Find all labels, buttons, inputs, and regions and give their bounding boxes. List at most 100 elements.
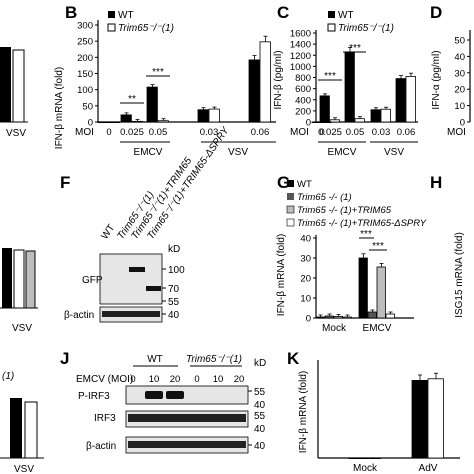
panel-label-h: H (430, 173, 442, 192)
g-tick-label-0: 0 (306, 314, 311, 325)
c-legend-trim-swatch (327, 23, 336, 32)
h-ylabel: ISG15 mRNA (fold) (454, 232, 465, 318)
b-tick-label-0: 0 (88, 118, 93, 129)
j-irf3-label: IRF3 (94, 413, 116, 424)
b-moi: MOI (75, 127, 94, 138)
b-bar-0-2 (146, 86, 158, 123)
g-bar-0-1 (358, 257, 368, 319)
left-i-bar-wt (10, 398, 22, 458)
j-pirf3-band-10 (145, 391, 163, 399)
f-kd-55: 55 (168, 297, 180, 308)
c-vsv-label: VSV (384, 147, 404, 158)
left-a-bar-wt (0, 47, 11, 122)
j-kd-55a: 55 (254, 387, 266, 398)
b-bar-0-4 (248, 59, 260, 123)
b-bar-0-1 (120, 114, 132, 123)
j-pirf3-blot (125, 385, 249, 405)
b-sig-2: *** (152, 67, 164, 78)
panel-g: G WT Trim65 -/- (1) Trim65 -/- (1)+TRIM6… (276, 173, 427, 334)
b-xlabel-1: 0.025 (120, 127, 144, 138)
b-tick-label-5: 250 (77, 37, 93, 48)
f-kd: kD (168, 244, 180, 255)
b-tick-label-4: 200 (77, 53, 93, 64)
c-bar-0-2 (344, 52, 355, 123)
panel-label-f: F (60, 173, 70, 192)
c-xlabel-4: 0.06 (397, 127, 416, 138)
left-e-bar-trim-plus (25, 250, 36, 309)
b-emcv-label: EMCV (134, 147, 163, 158)
b-legend-wt-swatch (108, 11, 115, 18)
d-ylabel: IFN-α (pg/ml) (431, 50, 442, 109)
panel-h: H ISG15 mRNA (fold) (430, 173, 465, 318)
b-xlabel-2: 0.05 (149, 127, 168, 138)
j-dose-3: 0 (194, 374, 199, 385)
g-legend-dspry-swatch (286, 218, 295, 227)
left-vsv-1: VSV (6, 128, 26, 139)
g-bar-1-0 (324, 315, 334, 319)
j-emcv-label: EMCV (MOI) (76, 374, 133, 385)
c-tick-label-5: 1000 (290, 62, 311, 73)
g-y-ticks: 0 10 20 30 40 (300, 234, 316, 325)
c-tick-label-4: 800 (295, 73, 311, 84)
g-bars (315, 253, 395, 319)
f-gfp-blot (99, 253, 163, 305)
left-i-bar-trim (24, 401, 38, 459)
b-xlabel-4: 0.06 (251, 127, 270, 138)
b-vsv-label: VSV (228, 147, 248, 158)
c-ylabel: IFN-β (pg/ml) (273, 50, 284, 109)
c-tick-label-7: 1400 (290, 40, 311, 51)
c-xlabel-3: 0.03 (372, 127, 391, 138)
k-bar-0-1 (411, 380, 428, 459)
left-vsv-3: VSV (14, 464, 34, 474)
f-kd-70: 70 (168, 284, 180, 295)
c-tick-label-6: 1200 (290, 51, 311, 62)
c-bar-0-1 (319, 95, 330, 123)
c-xlabel-1: 0.025 (318, 127, 342, 138)
g-bar-2-1 (376, 266, 386, 319)
j-actin-band (128, 441, 246, 448)
j-dose-0: 0 (130, 374, 135, 385)
left-a-bar-trim (12, 49, 25, 123)
panel-label-j: J (60, 349, 69, 368)
c-tick-label-2: 400 (295, 95, 311, 106)
c-tick-label-1: 200 (295, 106, 311, 117)
k-adv-label: AdV (419, 463, 438, 474)
b-bar-1-2 (157, 120, 169, 123)
k-ylabel: IFN-β mRNA (fold) (298, 371, 309, 453)
d-tick-label-0: 0 (460, 118, 465, 129)
j-trim-label: Trim65⁻/⁻(1) (186, 354, 242, 365)
b-xlabel-0: 0 (106, 127, 111, 138)
g-legend-trim: Trim65 -/- (1) (297, 192, 352, 203)
left-e-bar-wt (2, 248, 12, 308)
c-legend-trim: Trim65⁻/⁻(1) (338, 23, 394, 34)
c-tick-label-8: 1600 (290, 29, 311, 40)
j-kd-40b: 40 (254, 424, 266, 435)
f-gfp-label: GFP (82, 275, 103, 286)
d-tick-label-2: 20 (454, 85, 465, 96)
c-x-labels: 00.025 0.05 0.03 0.06 (318, 127, 415, 138)
g-legend-trim-swatch (287, 193, 294, 200)
f-kd-100: 100 (168, 265, 185, 276)
b-bar-0-0 (97, 121, 109, 124)
j-dose-5: 20 (234, 374, 245, 385)
j-pirf3-band-20 (166, 391, 184, 399)
b-tick-label-2: 100 (77, 85, 93, 96)
g-bar-2-0 (333, 315, 343, 319)
g-emcv-label: EMCV (363, 323, 392, 334)
b-bar-0-3 (197, 109, 209, 123)
g-sig-2: *** (372, 241, 384, 252)
k-bar-0-0 (348, 457, 365, 460)
j-kd: kD (254, 358, 266, 369)
j-irf3-band (128, 414, 246, 422)
j-kd-40c: 40 (254, 441, 266, 452)
panel-label-c: C (277, 3, 289, 22)
b-bar-1-4 (259, 41, 271, 123)
b-legend-trim: Trim65⁻/⁻(1) (118, 23, 174, 34)
j-actin-label: β-actin (86, 441, 116, 452)
b-tick-label-3: 150 (77, 69, 93, 80)
b-y-ticks: 0 50 100 150 200 250 300 (77, 21, 98, 129)
j-pirf3-label: P-IRF3 (78, 391, 110, 402)
d-tick-label-3: 30 (454, 68, 465, 79)
j-wt-label: WT (147, 354, 163, 365)
